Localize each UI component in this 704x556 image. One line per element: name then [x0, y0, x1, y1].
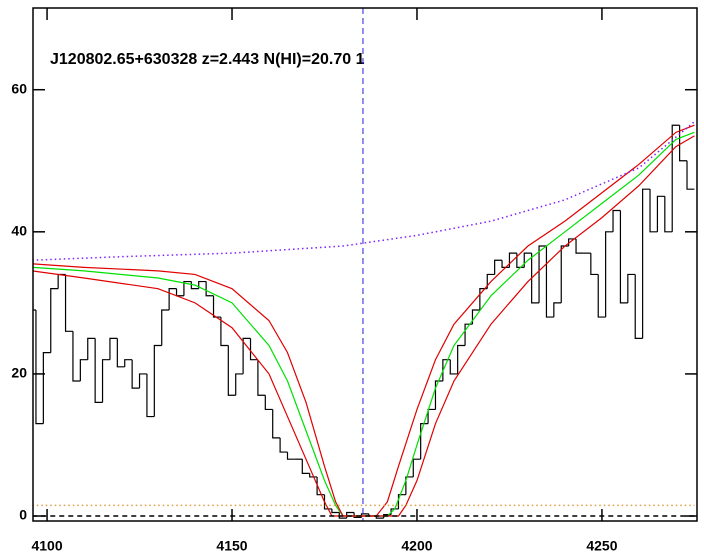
model-line: [33, 135, 695, 517]
spectrum-step: [205, 281, 214, 297]
spectrum-step: [642, 188, 651, 339]
spectrum-step: [531, 253, 540, 304]
spectrum-step: [664, 196, 673, 233]
spectrum-step: [257, 359, 266, 396]
spectrum-step: [220, 317, 229, 347]
spectrum-step: [679, 125, 688, 162]
spectrum-step: [35, 309, 44, 425]
spectrum-step: [464, 323, 473, 346]
spectrum-step: [449, 359, 458, 375]
spectrum-step: [353, 512, 362, 519]
annotation: J120802.65+630328 z=2.443 N(HI)=20.70 1: [50, 51, 365, 68]
spectrum-step: [501, 260, 510, 268]
x-tick-label: 4200: [401, 538, 432, 554]
spectrum-step: [138, 373, 147, 389]
spectrum-step: [227, 345, 236, 396]
spectrum-step: [323, 494, 332, 510]
spectrum-step: [264, 395, 273, 411]
model-line: [33, 131, 695, 517]
spectrum-step: [116, 338, 125, 368]
spectrum-step: [87, 337, 96, 360]
plot-area: [33, 8, 695, 521]
spectrum-step: [286, 452, 295, 460]
spectrum-step: [427, 408, 436, 424]
spectrum-step: [619, 210, 628, 304]
spectrum-step: [627, 273, 636, 303]
spectrum-step: [508, 252, 517, 268]
plot-frame: [32, 7, 698, 522]
x-tick-label: 4100: [31, 538, 62, 554]
spectrum-step: [634, 274, 643, 339]
y-tick-label: 20: [11, 365, 27, 381]
spectrum-step: [64, 274, 73, 332]
spectrum-step: [72, 331, 81, 382]
spectrum-step: [124, 359, 133, 367]
spectrum-step: [249, 338, 258, 361]
spectrum-step: [671, 124, 680, 232]
spectrum-step: [183, 280, 192, 296]
y-tick-label: 40: [11, 223, 27, 239]
spectrum-step: [545, 246, 554, 318]
spectrum-step: [161, 309, 170, 346]
spectrum-step: [109, 337, 118, 360]
spectrum-step: [605, 231, 614, 318]
spectrum-step: [538, 245, 547, 303]
spectrum-step: [131, 359, 140, 389]
spectrum-step: [420, 423, 429, 460]
spectrum-step: [597, 274, 606, 318]
spectrum-step: [309, 473, 318, 478]
spectrum-step: [686, 160, 695, 190]
spectrum-step: [42, 352, 51, 424]
spectrum-step: [79, 359, 88, 382]
spectrum-step: [242, 337, 251, 374]
spectrum-step: [553, 302, 562, 318]
x-tick-label: 4250: [586, 538, 617, 554]
spectrum-step: [272, 409, 281, 439]
spectrum-step: [57, 273, 66, 289]
spectrum-step: [434, 380, 443, 410]
spectrum-step: [523, 252, 532, 268]
spectrum-step: [649, 189, 658, 233]
spectrum-step: [479, 288, 488, 310]
spectrum-step: [331, 508, 340, 514]
spectrum-step: [168, 288, 177, 310]
spectrum-step: [397, 494, 406, 509]
spectrum-step: [486, 273, 495, 289]
spectrum-step: [457, 344, 466, 374]
spectrum-step: [590, 253, 599, 276]
y-tick-label: 60: [11, 80, 27, 96]
spectrum-step: [612, 209, 621, 232]
spectrum-step: [212, 295, 221, 318]
spectrum-step: [146, 373, 155, 418]
spectrum-step: [412, 458, 421, 477]
spectrum-step: [560, 245, 569, 303]
spectrum-step: [279, 437, 288, 453]
spectrum-step: [175, 288, 184, 297]
spectrum-step: [101, 359, 110, 403]
x-tick-label: 4150: [216, 538, 247, 554]
spectrum-step: [338, 512, 347, 519]
model-line: [33, 124, 695, 517]
spectrum-step: [494, 259, 503, 275]
spectrum-step: [301, 459, 310, 474]
spectrum-step: [516, 253, 525, 268]
spectrum-step: [153, 344, 162, 417]
spectrum-step: [50, 288, 59, 353]
y-tick-label: 0: [19, 507, 27, 523]
spectrum-step: [235, 373, 244, 396]
spectrum-step: [94, 338, 103, 403]
spectrum-step: [575, 238, 584, 254]
spectrum-step: [656, 195, 665, 232]
spectrum-step: [405, 476, 414, 495]
spectrum-step: [471, 309, 480, 325]
